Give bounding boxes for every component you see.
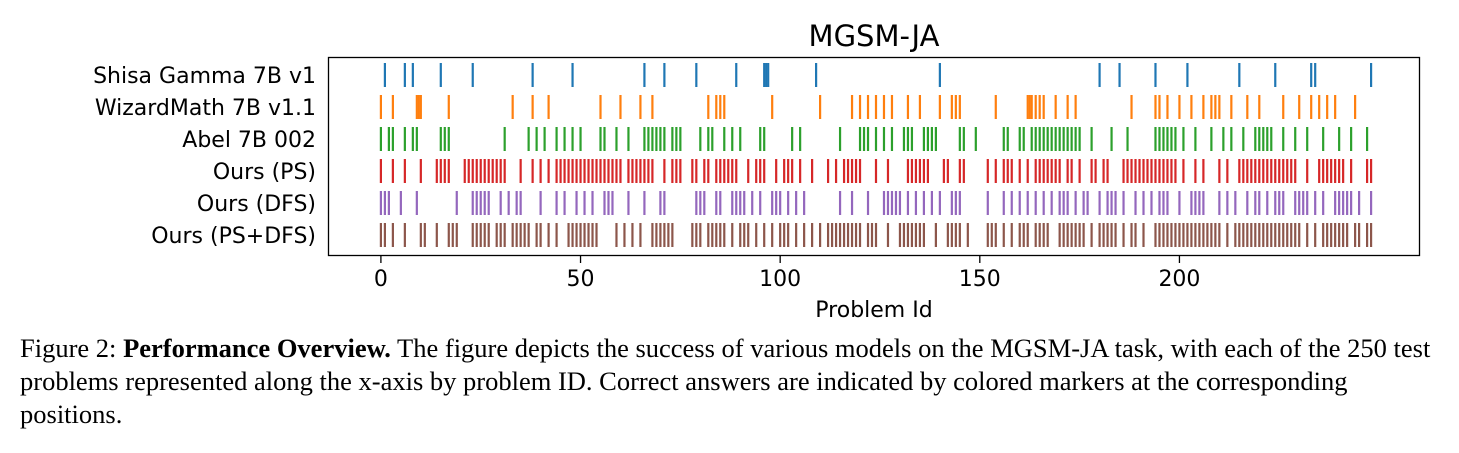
x-axis: 0 50 100 150 200 — [374, 256, 1200, 292]
marker-layer — [379, 63, 1373, 247]
caption-bold: Performance Overview. — [123, 333, 391, 363]
y-label-ours-dfs: Ours (DFS) — [197, 192, 316, 217]
caption-label: Figure 2: — [20, 333, 117, 363]
x-tick-label: 150 — [959, 267, 1001, 292]
x-axis-label: Problem Id — [815, 298, 932, 323]
y-label-abel-7b-002: Abel 7B 002 — [182, 128, 316, 153]
chart-title: MGSM-JA — [809, 19, 940, 53]
y-label-shisa-gamma-7b-v1: Shisa Gamma 7B v1 — [93, 64, 316, 89]
y-label-ours-ps-dfs: Ours (PS+DFS) — [151, 224, 316, 249]
caption-text: The figure depicts the success of variou… — [20, 333, 1431, 429]
figure-caption: Figure 2: Performance Overview. The figu… — [20, 332, 1445, 431]
plot-frame — [327, 56, 1421, 257]
x-tick-label: 200 — [1158, 267, 1200, 292]
y-label-wizardmath-7b-v1-1: WizardMath 7B v1.1 — [95, 96, 316, 121]
y-axis-labels: Shisa Gamma 7B v1 WizardMath 7B v1.1 Abel … — [93, 64, 316, 249]
chart: MGSM-JA Shisa Gamma 7B v1 WizardMath 7B v… — [93, 19, 1421, 323]
x-tick-label: 0 — [374, 267, 388, 292]
y-label-ours-ps: Ours (PS) — [213, 160, 316, 185]
x-tick-label: 100 — [759, 267, 801, 292]
x-tick-label: 50 — [567, 267, 595, 292]
